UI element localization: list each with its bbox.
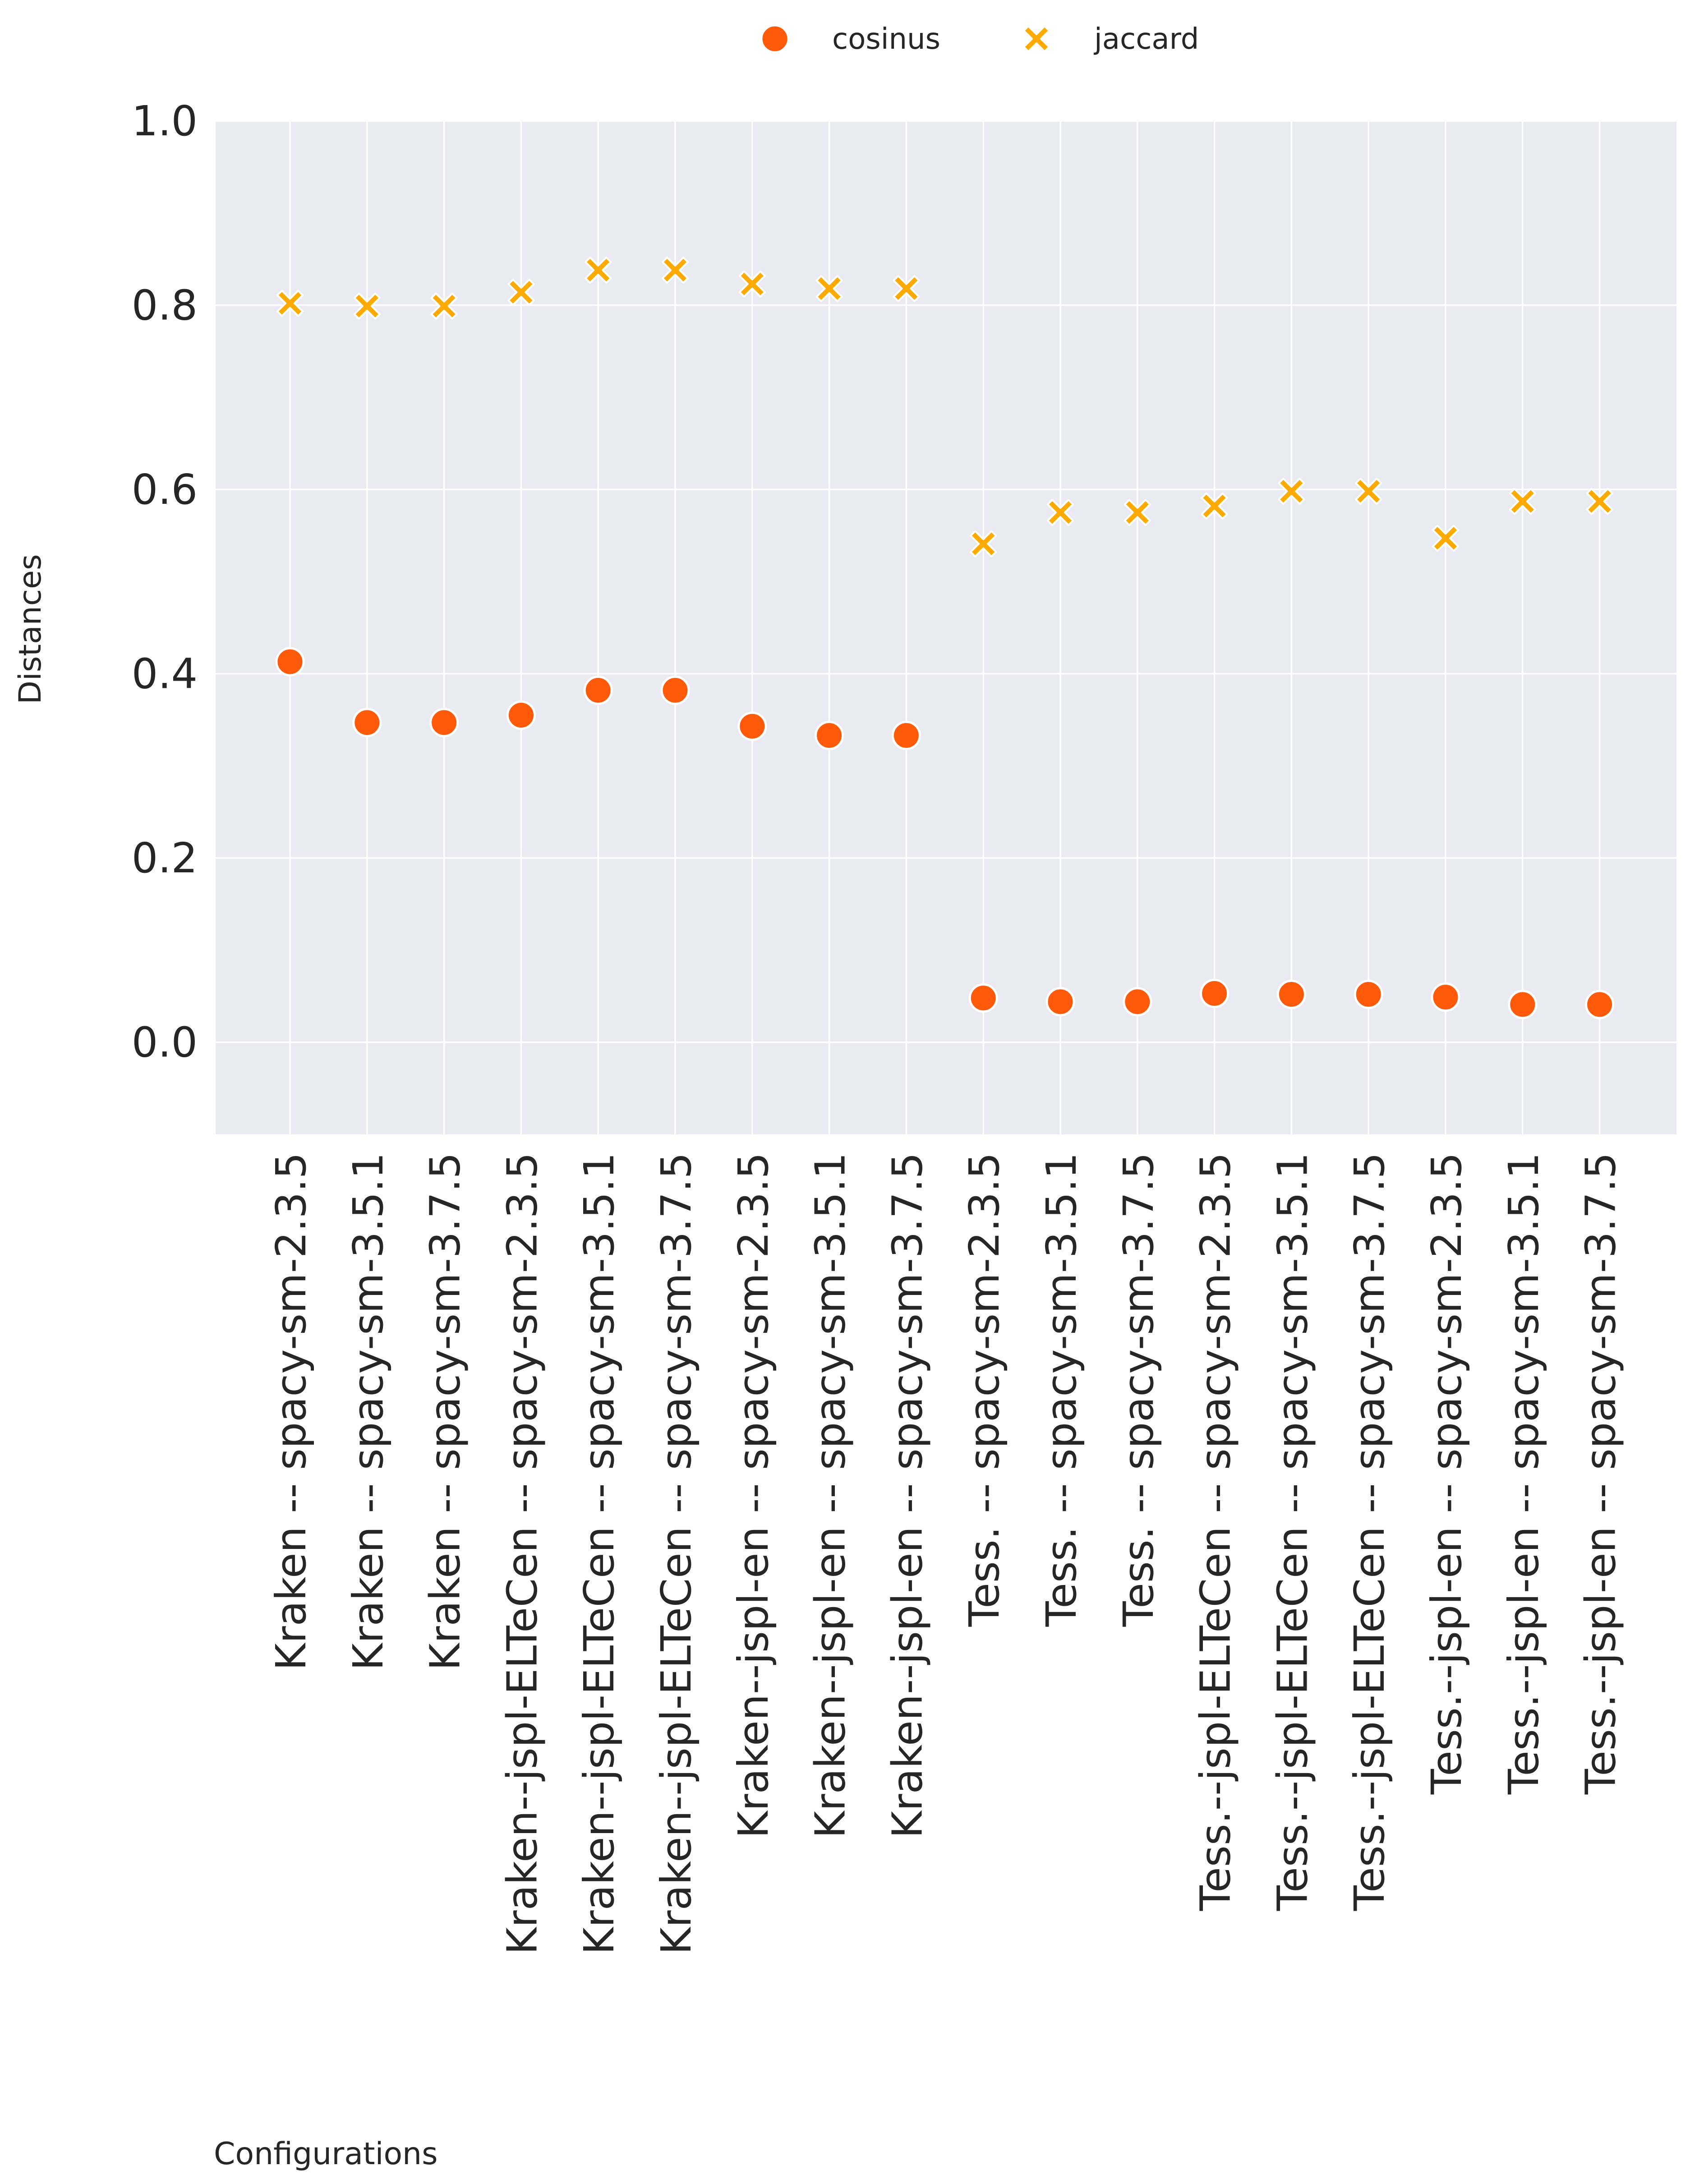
legend-label-jaccard: jaccard [1093, 23, 1199, 56]
jaccard-point [815, 275, 843, 302]
jaccard-point [1278, 478, 1305, 505]
legend-item-jaccard: jaccard [1023, 23, 1199, 56]
jaccard-point [1509, 488, 1536, 515]
cosinus-point [1431, 982, 1460, 1012]
cosinus-point [352, 708, 382, 737]
jaccard-point [738, 270, 766, 298]
jaccard-point [1355, 478, 1382, 505]
cosinus-point [1200, 978, 1230, 1008]
y-axis-ticks: 0.0 0.2 0.4 0.6 0.8 1.0 [132, 97, 198, 1067]
x-tick-label: Kraken--jspl-ELTeCen -- spacy-sm-3.5.1 [575, 1152, 623, 1955]
series-cosinus [275, 647, 1615, 1019]
jaccard-point [1047, 499, 1074, 526]
x-tick-label: Kraken -- spacy-sm-3.5.1 [344, 1152, 392, 1670]
jaccard-point [276, 290, 304, 317]
jaccard-point [585, 256, 612, 284]
y-tick-label: 0.0 [132, 1018, 198, 1067]
x-tick-label: Kraken--jspl-en -- spacy-sm-3.7.5 [883, 1152, 931, 1838]
cosinus-point [1508, 990, 1538, 1019]
x-tick-label: Tess.--jspl-en -- spacy-sm-2.3.5 [1423, 1152, 1471, 1795]
x-tick-label: Kraken -- spacy-sm-3.7.5 [421, 1152, 470, 1670]
legend-label-cosinus: cosinus [832, 23, 940, 56]
jaccard-point [893, 275, 920, 302]
legend-marker-cosinus [760, 24, 790, 54]
x-tick-label: Tess.--jspl-ELTeCen -- spacy-sm-3.5.1 [1268, 1152, 1317, 1911]
jaccard-point [353, 292, 381, 320]
cosinus-point [583, 675, 613, 705]
x-tick-label: Kraken--jspl-ELTeCen -- spacy-sm-2.3.5 [498, 1152, 546, 1955]
cosinus-point [1585, 990, 1615, 1019]
cosinus-point [815, 720, 844, 750]
x-axis-title: Configurations [214, 2136, 438, 2172]
y-tick-label: 0.2 [132, 834, 198, 882]
x-tick-label: Kraken -- spacy-sm-2.3.5 [267, 1152, 315, 1670]
y-tick-label: 0.6 [132, 465, 198, 514]
x-tick-label: Tess.--jspl-en -- spacy-sm-3.5.1 [1500, 1152, 1548, 1795]
x-tick-label: Tess. -- spacy-sm-3.7.5 [1114, 1152, 1163, 1627]
jaccard-point [430, 292, 458, 320]
jaccard-point [1201, 492, 1228, 520]
x-tick-label: Tess.--jspl-ELTeCen -- spacy-sm-3.7.5 [1345, 1152, 1394, 1911]
x-tick-label: Tess. -- spacy-sm-2.3.5 [960, 1152, 1008, 1627]
cosinus-point [506, 700, 536, 730]
data-points [275, 256, 1615, 1019]
grid-lines [216, 120, 1676, 1134]
jaccard-point [1432, 525, 1459, 552]
y-tick-label: 0.4 [132, 650, 198, 698]
cosinus-point [1354, 980, 1383, 1009]
x-tick-label: Tess.--jspl-ELTeCen -- spacy-sm-2.3.5 [1192, 1152, 1240, 1911]
cosinus-point [660, 675, 690, 705]
jaccard-point [1586, 488, 1613, 515]
legend-marker-jaccard [1023, 25, 1050, 52]
cosinus-point [1045, 987, 1075, 1017]
y-axis-title: Distances [13, 554, 48, 705]
jaccard-point [507, 278, 535, 306]
x-tick-label: Kraken--jspl-ELTeCen -- spacy-sm-3.7.5 [652, 1152, 700, 1955]
jaccard-point [970, 530, 997, 558]
series-jaccard [276, 256, 1613, 558]
x-tick-label: Tess.--jspl-en -- spacy-sm-3.7.5 [1577, 1152, 1625, 1795]
cosinus-point [1276, 980, 1306, 1009]
y-tick-label: 1.0 [132, 97, 198, 145]
cosinus-point [275, 647, 305, 677]
cosinus-point [429, 708, 459, 737]
jaccard-point [662, 256, 689, 284]
y-tick-label: 0.8 [132, 281, 198, 330]
cosinus-point [891, 720, 921, 750]
legend-item-cosinus: cosinus [760, 23, 940, 56]
legend: cosinus jaccard [760, 23, 1199, 56]
x-tick-label: Kraken--jspl-en -- spacy-sm-2.3.5 [729, 1152, 778, 1838]
jaccard-point [1124, 499, 1151, 526]
cosinus-point [968, 983, 998, 1013]
cosinus-point [737, 711, 767, 741]
x-axis-ticks: Kraken -- spacy-sm-2.3.5 Kraken -- spacy-… [267, 1152, 1625, 1955]
x-tick-label: Tess. -- spacy-sm-3.5.1 [1037, 1152, 1086, 1627]
plot-area [216, 121, 1676, 1134]
cosinus-point [1123, 987, 1152, 1017]
x-tick-label: Kraken--jspl-en -- spacy-sm-3.5.1 [806, 1152, 855, 1838]
